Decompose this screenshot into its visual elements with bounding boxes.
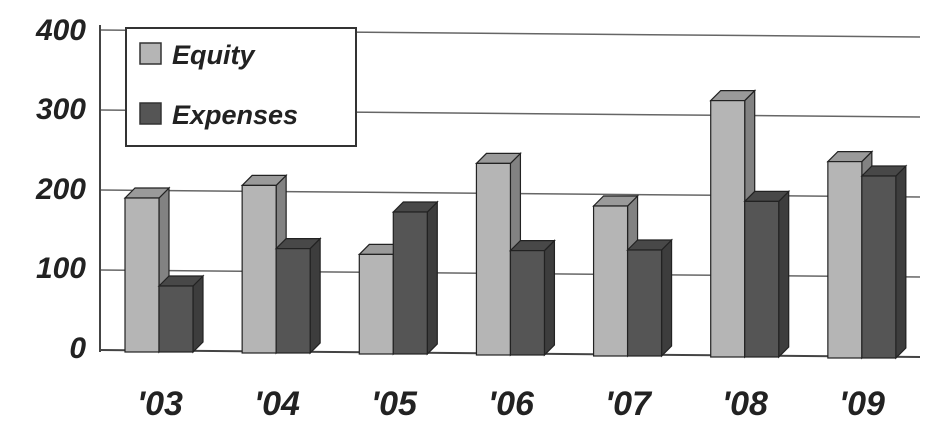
bar-expenses-6 <box>860 164 908 360</box>
bar-equity-0 <box>123 186 171 354</box>
legend-label-expenses: Expenses <box>172 100 298 130</box>
legend-swatch-equity <box>139 42 162 65</box>
y-tick-label: 200 <box>35 173 86 206</box>
bar-side <box>309 237 321 355</box>
x-tick-label: '04 <box>254 385 300 423</box>
x-tick-label: '06 <box>488 385 535 423</box>
y-tick-label: 300 <box>36 93 86 126</box>
bar-expenses-4 <box>626 238 674 358</box>
bar-side <box>426 200 438 356</box>
bar-side <box>192 274 204 354</box>
bars <box>123 89 908 360</box>
y-tick-label: 100 <box>36 252 86 285</box>
legend-label-equity: Equity <box>172 40 256 70</box>
bar-expenses-5 <box>743 189 791 359</box>
bar-expenses-0 <box>157 274 205 354</box>
x-tick-label: '09 <box>839 385 885 423</box>
bar-expenses-3 <box>508 239 556 357</box>
bar-front <box>241 184 277 354</box>
bar-side <box>543 239 556 357</box>
legend-box <box>125 27 357 147</box>
bar-front <box>861 175 897 359</box>
x-tick-label: '05 <box>371 385 418 423</box>
legend: Equity Expenses <box>125 27 357 147</box>
x-tick-label: '03 <box>137 385 183 423</box>
y-tick-label: 0 <box>69 332 86 365</box>
x-tick-label: '08 <box>722 385 768 423</box>
bar-side <box>778 189 790 359</box>
bar-front <box>592 205 629 357</box>
x-axis-ticks: '03 '04 '05 '06 '07 '08 '09 <box>137 385 885 423</box>
legend-swatch-expenses <box>139 102 162 125</box>
y-axis-ticks: 0 100 200 300 400 <box>35 14 86 365</box>
bar-front <box>124 197 160 353</box>
bar-front <box>475 162 512 356</box>
bar-expenses-1 <box>274 237 322 355</box>
bar-front <box>158 285 194 353</box>
bar-front <box>744 200 780 358</box>
bar-side <box>895 164 907 360</box>
y-tick-label: 400 <box>35 14 86 47</box>
bar-front <box>275 248 311 354</box>
bar-front <box>358 253 394 355</box>
bar-front <box>827 161 863 359</box>
bar-front <box>626 249 663 357</box>
bar-side <box>660 238 673 358</box>
bar-expenses-2 <box>391 200 439 356</box>
bar-front <box>710 99 746 358</box>
bar-front <box>509 250 546 356</box>
x-tick-label: '07 <box>605 385 653 423</box>
bar-front <box>392 211 428 355</box>
